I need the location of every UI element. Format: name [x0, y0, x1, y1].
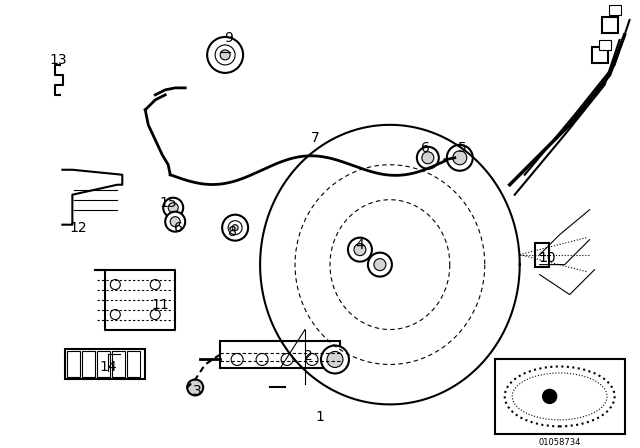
Circle shape: [447, 145, 473, 171]
Circle shape: [220, 50, 230, 60]
Circle shape: [231, 353, 243, 366]
Circle shape: [165, 212, 185, 232]
Circle shape: [110, 310, 120, 319]
Bar: [65, 349, 145, 379]
Text: 6: 6: [421, 141, 430, 155]
Text: 10: 10: [539, 250, 557, 265]
Text: 8: 8: [228, 224, 237, 239]
Text: 11: 11: [151, 297, 169, 311]
Bar: [534, 243, 548, 267]
Bar: [598, 40, 611, 50]
Text: 3: 3: [193, 384, 202, 398]
Text: 15: 15: [159, 196, 177, 210]
Circle shape: [374, 258, 386, 271]
Bar: [127, 352, 140, 378]
Circle shape: [327, 352, 343, 367]
Bar: [602, 17, 618, 33]
Circle shape: [321, 345, 349, 374]
Ellipse shape: [505, 366, 614, 426]
Circle shape: [422, 152, 434, 164]
Circle shape: [417, 147, 439, 169]
Text: 12: 12: [70, 221, 87, 235]
Bar: [609, 5, 621, 15]
Circle shape: [150, 310, 160, 319]
Text: 1: 1: [316, 410, 324, 424]
Circle shape: [222, 215, 248, 241]
Circle shape: [543, 389, 557, 403]
Circle shape: [215, 45, 235, 65]
Text: 14: 14: [99, 361, 117, 375]
Circle shape: [150, 280, 160, 289]
Text: 01058734: 01058734: [538, 438, 581, 447]
Text: 13: 13: [49, 53, 67, 67]
Circle shape: [168, 202, 178, 213]
Circle shape: [354, 244, 366, 256]
Circle shape: [368, 253, 392, 276]
Circle shape: [110, 280, 120, 289]
Bar: [97, 352, 110, 378]
Ellipse shape: [512, 373, 607, 420]
Circle shape: [306, 353, 318, 366]
Circle shape: [228, 221, 242, 235]
Circle shape: [207, 37, 243, 73]
Circle shape: [170, 217, 180, 227]
Text: 4: 4: [356, 237, 364, 252]
Bar: [112, 352, 125, 378]
Text: 6: 6: [174, 221, 182, 235]
Bar: [83, 352, 95, 378]
Text: 2: 2: [303, 349, 312, 363]
Circle shape: [256, 353, 268, 366]
Text: 7: 7: [310, 131, 319, 145]
Polygon shape: [95, 270, 175, 330]
Bar: [495, 359, 625, 435]
Bar: [220, 340, 340, 368]
Circle shape: [187, 379, 203, 396]
Circle shape: [348, 237, 372, 262]
Circle shape: [163, 198, 183, 218]
Circle shape: [281, 353, 293, 366]
Circle shape: [453, 151, 467, 165]
Circle shape: [232, 225, 238, 231]
Bar: [591, 47, 607, 63]
Text: 9: 9: [224, 31, 232, 45]
Text: 5: 5: [458, 141, 467, 155]
Bar: [67, 352, 81, 378]
